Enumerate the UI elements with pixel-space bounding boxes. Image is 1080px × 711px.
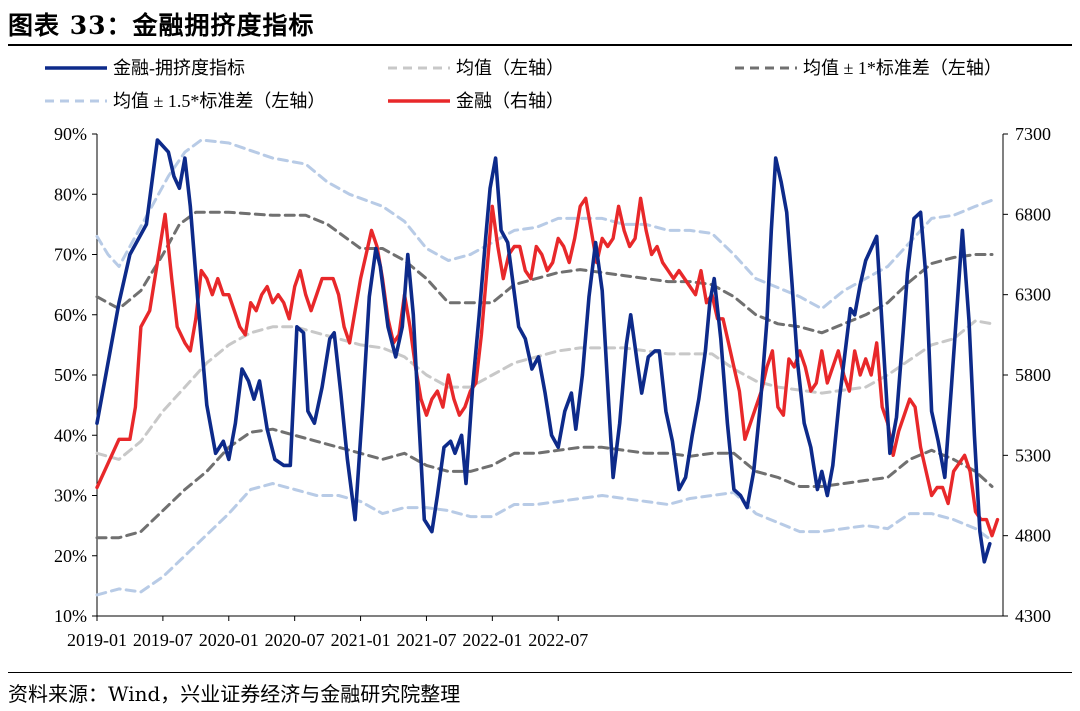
y-right-tick-label: 4300 — [1015, 606, 1051, 626]
series-layer — [95, 138, 1000, 597]
y-left-tick-label: 90% — [54, 124, 87, 144]
series-line-0 — [95, 138, 992, 564]
series-line-5 — [95, 482, 994, 597]
x-tick-label: 2021-07 — [396, 630, 456, 650]
y-left-tick-label: 30% — [54, 486, 87, 506]
y-left-tick-label: 70% — [54, 245, 87, 265]
x-tick-label: 2020-01 — [199, 630, 259, 650]
source-note: 资料来源：Wind，兴业证券经济与金融研究院整理 — [8, 682, 461, 706]
title-rule — [8, 44, 1072, 46]
series-line-2 — [95, 210, 994, 335]
legend-label-band1: 均值 ± 1*标准差（左轴） — [803, 58, 1002, 78]
legend-label-crowding: 金融-拥挤度指标 — [113, 58, 245, 78]
series-line-6 — [95, 196, 1000, 538]
x-tick-label: 2021-01 — [331, 630, 391, 650]
y-left-tick-label: 60% — [54, 305, 87, 325]
x-tick-label: 2019-07 — [133, 630, 193, 650]
y-right-tick-label: 4800 — [1015, 526, 1051, 546]
y-right-tick-label: 5300 — [1015, 445, 1051, 465]
axes-layer: 10% 20% 30% 40% 50% 60% 70% 80% 90% 4300 4800 5300 5… — [54, 124, 1051, 650]
legend: 金融-拥挤度指标 均值（左轴） 均值 ± 1*标准差（左轴） 均值 ± 1.5*标准差… — [45, 58, 1002, 111]
y-right-tick-label: 6800 — [1015, 204, 1051, 224]
x-tick-label: 2019-01 — [67, 630, 127, 650]
x-tick-label: 2022-01 — [462, 630, 522, 650]
y-left-tick-label: 20% — [54, 546, 87, 566]
series-line-3 — [95, 427, 994, 540]
series-line-4 — [95, 138, 994, 311]
y-left-tick-label: 50% — [54, 365, 87, 385]
y-left-tick-label: 40% — [54, 425, 87, 445]
x-tick-label: 2022-07 — [528, 630, 588, 650]
y-left-tick-label: 80% — [54, 184, 87, 204]
y-left-tick-label: 10% — [54, 606, 87, 626]
legend-label-mean: 均值（左轴） — [456, 58, 564, 78]
y-right-tick-label: 7300 — [1015, 124, 1051, 144]
series-line-1 — [95, 319, 994, 461]
figure-title: 图表 33：金融拥挤度指标 — [8, 11, 315, 40]
source-rule — [8, 672, 1072, 673]
legend-label-finance: 金融（右轴） — [456, 91, 564, 111]
y-right-tick-label: 5800 — [1015, 365, 1051, 385]
y-right-tick-label: 6300 — [1015, 285, 1051, 305]
legend-label-band15: 均值 ± 1.5*标准差（左轴） — [113, 91, 325, 111]
x-tick-label: 2020-07 — [265, 630, 325, 650]
